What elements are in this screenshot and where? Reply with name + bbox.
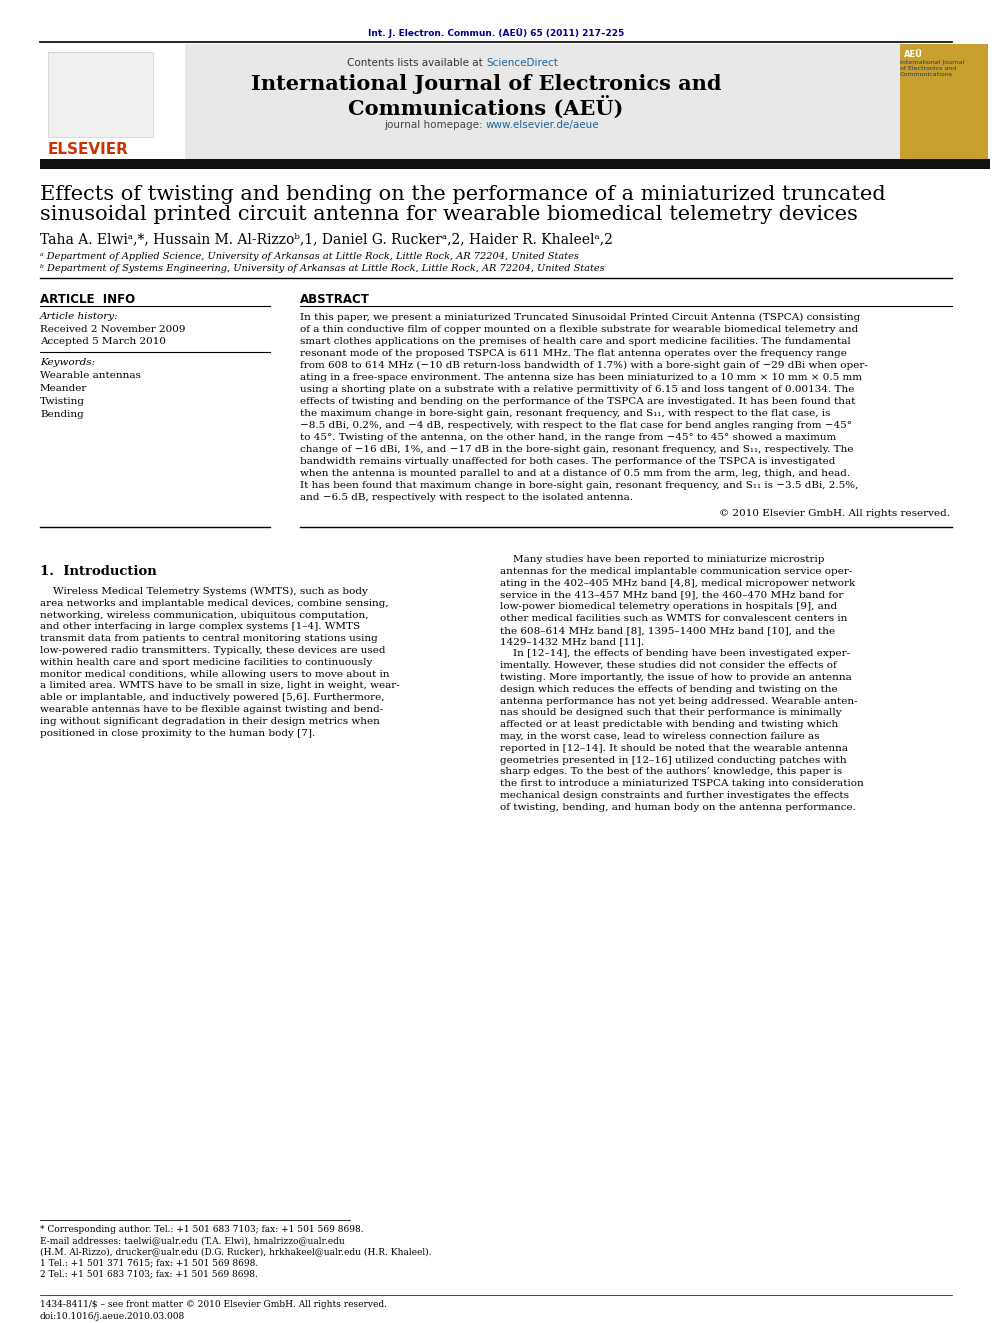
Text: the first to introduce a miniaturized TSPCA taking into consideration: the first to introduce a miniaturized TS… (500, 779, 864, 789)
Text: wearable antennas have to be flexible against twisting and bend-: wearable antennas have to be flexible ag… (40, 705, 383, 714)
Text: ing without significant degradation in their design metrics when: ing without significant degradation in t… (40, 717, 380, 726)
Text: In [12–14], the effects of bending have been investigated exper-: In [12–14], the effects of bending have … (500, 650, 850, 659)
Text: sharp edges. To the best of the authors’ knowledge, this paper is: sharp edges. To the best of the authors’… (500, 767, 842, 777)
Text: ScienceDirect: ScienceDirect (486, 58, 558, 67)
Text: sinusoidal printed circuit antenna for wearable biomedical telemetry devices: sinusoidal printed circuit antenna for w… (40, 205, 858, 224)
Text: other medical facilities such as WMTS for convalescent centers in: other medical facilities such as WMTS fo… (500, 614, 847, 623)
Text: reported in [12–14]. It should be noted that the wearable antenna: reported in [12–14]. It should be noted … (500, 744, 848, 753)
Text: of a thin conductive film of copper mounted on a flexible substrate for wearable: of a thin conductive film of copper moun… (300, 325, 858, 333)
Text: twisting. More importantly, the issue of how to provide an antenna: twisting. More importantly, the issue of… (500, 673, 852, 681)
Text: ARTICLE  INFO: ARTICLE INFO (40, 292, 135, 306)
Text: International Journal
of Electronics and
Communications: International Journal of Electronics and… (900, 60, 964, 78)
Text: transmit data from patients to central monitoring stations using: transmit data from patients to central m… (40, 634, 378, 643)
Text: effects of twisting and bending on the performance of the TSPCA are investigated: effects of twisting and bending on the p… (300, 397, 855, 406)
Text: area networks and implantable medical devices, combine sensing,: area networks and implantable medical de… (40, 599, 389, 607)
Text: from 608 to 614 MHz (−10 dB return-loss bandwidth of 1.7%) with a bore-sight gai: from 608 to 614 MHz (−10 dB return-loss … (300, 361, 868, 370)
Text: ELSEVIER: ELSEVIER (48, 142, 129, 157)
Text: ᵃ Department of Applied Science, University of Arkansas at Little Rock, Little R: ᵃ Department of Applied Science, Univers… (40, 251, 579, 261)
Text: positioned in close proximity to the human body [7].: positioned in close proximity to the hum… (40, 729, 315, 738)
Text: −8.5 dBi, 0.2%, and −4 dB, respectively, with respect to the flat case for bend : −8.5 dBi, 0.2%, and −4 dB, respectively,… (300, 421, 852, 430)
Text: low-power biomedical telemetry operations in hospitals [9], and: low-power biomedical telemetry operation… (500, 602, 837, 611)
Text: networking, wireless communication, ubiquitous computation,: networking, wireless communication, ubiq… (40, 611, 368, 619)
Text: able or implantable, and inductively powered [5,6]. Furthermore,: able or implantable, and inductively pow… (40, 693, 385, 703)
Text: geometries presented in [12–16] utilized conducting patches with: geometries presented in [12–16] utilized… (500, 755, 846, 765)
Text: Int. J. Electron. Commun. (AEÜ) 65 (2011) 217–225: Int. J. Electron. Commun. (AEÜ) 65 (2011… (368, 28, 624, 38)
Text: design which reduces the effects of bending and twisting on the: design which reduces the effects of bend… (500, 685, 837, 693)
Text: of twisting, bending, and human body on the antenna performance.: of twisting, bending, and human body on … (500, 803, 856, 812)
Text: monitor medical conditions, while allowing users to move about in: monitor medical conditions, while allowi… (40, 669, 390, 679)
Text: Bending: Bending (40, 410, 83, 419)
Text: journal homepage:: journal homepage: (384, 120, 486, 130)
Text: imentally. However, these studies did not consider the effects of: imentally. However, these studies did no… (500, 662, 836, 671)
Text: change of −16 dBi, 1%, and −17 dB in the bore-sight gain, resonant frequency, an: change of −16 dBi, 1%, and −17 dB in the… (300, 445, 853, 454)
Text: 2 Tel.: +1 501 683 7103; fax: +1 501 569 8698.: 2 Tel.: +1 501 683 7103; fax: +1 501 569… (40, 1269, 258, 1278)
Text: 1429–1432 MHz band [11].: 1429–1432 MHz band [11]. (500, 638, 644, 647)
Text: Many studies have been reported to miniaturize microstrip: Many studies have been reported to minia… (500, 556, 824, 564)
Text: the 608–614 MHz band [8], 1395–1400 MHz band [10], and the: the 608–614 MHz band [8], 1395–1400 MHz … (500, 626, 835, 635)
Bar (40, 44, 182, 159)
Text: In this paper, we present a miniaturized Truncated Sinusoidal Printed Circuit An: In this paper, we present a miniaturized… (300, 314, 860, 321)
Text: using a shorting plate on a substrate with a relative permittivity of 6.15 and l: using a shorting plate on a substrate wi… (300, 385, 854, 394)
Text: and other interfacing in large complex systems [1–4]. WMTS: and other interfacing in large complex s… (40, 622, 360, 631)
Bar (900, 44, 988, 159)
Text: ating in a free-space environment. The antenna size has been miniaturized to a 1: ating in a free-space environment. The a… (300, 373, 862, 382)
Text: E-mail addresses: taelwi@ualr.edu (T.A. Elwi), hmalrizzo@ualr.edu: E-mail addresses: taelwi@ualr.edu (T.A. … (40, 1236, 345, 1245)
Text: Taha A. Elwiᵃ,*, Hussain M. Al-Rizzoᵇ,1, Daniel G. Ruckerᵃ,2, Haider R. Khaleelᵃ: Taha A. Elwiᵃ,*, Hussain M. Al-Rizzoᵇ,1,… (40, 232, 613, 246)
Bar (48, 52, 153, 138)
Text: Effects of twisting and bending on the performance of a miniaturized truncated: Effects of twisting and bending on the p… (40, 185, 886, 204)
Text: ating in the 402–405 MHz band [4,8], medical micropower network: ating in the 402–405 MHz band [4,8], med… (500, 578, 855, 587)
Text: * Corresponding author. Tel.: +1 501 683 7103; fax: +1 501 569 8698.: * Corresponding author. Tel.: +1 501 683… (40, 1225, 364, 1234)
Text: nas should be designed such that their performance is minimally: nas should be designed such that their p… (500, 708, 841, 717)
Text: (H.M. Al-Rizzo), drucker@ualr.edu (D.G. Rucker), hrkhakeel@ualr.edu (H.R. Khalee: (H.M. Al-Rizzo), drucker@ualr.edu (D.G. … (40, 1248, 432, 1256)
Text: Received 2 November 2009: Received 2 November 2009 (40, 325, 186, 333)
Text: Accepted 5 March 2010: Accepted 5 March 2010 (40, 337, 166, 347)
Text: 1.  Introduction: 1. Introduction (40, 565, 157, 578)
Text: Twisting: Twisting (40, 397, 85, 406)
Text: within health care and sport medicine facilities to continuously: within health care and sport medicine fa… (40, 658, 372, 667)
Text: when the antenna is mounted parallel to and at a distance of 0.5 mm from the arm: when the antenna is mounted parallel to … (300, 468, 850, 478)
Text: © 2010 Elsevier GmbH. All rights reserved.: © 2010 Elsevier GmbH. All rights reserve… (719, 509, 950, 519)
Text: bandwidth remains virtually unaffected for both cases. The performance of the TS: bandwidth remains virtually unaffected f… (300, 456, 835, 466)
Text: Meander: Meander (40, 384, 87, 393)
Text: www.elsevier.de/aeue: www.elsevier.de/aeue (486, 120, 599, 130)
Text: ᵇ Department of Systems Engineering, University of Arkansas at Little Rock, Litt: ᵇ Department of Systems Engineering, Uni… (40, 265, 605, 273)
Text: smart clothes applications on the premises of health care and sport medicine fac: smart clothes applications on the premis… (300, 337, 851, 347)
Text: Wireless Medical Telemetry Systems (WMTS), such as body: Wireless Medical Telemetry Systems (WMTS… (40, 587, 368, 597)
Text: Communications (AEÜ): Communications (AEÜ) (348, 97, 624, 120)
Text: a limited area. WMTS have to be small in size, light in weight, wear-: a limited area. WMTS have to be small in… (40, 681, 400, 691)
Text: Keywords:: Keywords: (40, 359, 95, 366)
Text: to 45°. Twisting of the antenna, on the other hand, in the range from −45° to 45: to 45°. Twisting of the antenna, on the … (300, 433, 836, 442)
Text: antenna performance has not yet being addressed. Wearable anten-: antenna performance has not yet being ad… (500, 697, 858, 705)
Text: Article history:: Article history: (40, 312, 119, 321)
Text: Wearable antennas: Wearable antennas (40, 370, 141, 380)
Text: and −6.5 dB, respectively with respect to the isolated antenna.: and −6.5 dB, respectively with respect t… (300, 493, 633, 501)
Text: mechanical design constraints and further investigates the effects: mechanical design constraints and furthe… (500, 791, 849, 800)
Bar (40, 159, 990, 169)
Text: doi:10.1016/j.aeue.2010.03.008: doi:10.1016/j.aeue.2010.03.008 (40, 1312, 186, 1320)
Text: 1434-8411/$ – see front matter © 2010 Elsevier GmbH. All rights reserved.: 1434-8411/$ – see front matter © 2010 El… (40, 1301, 387, 1308)
Text: antennas for the medical implantable communication service oper-: antennas for the medical implantable com… (500, 566, 852, 576)
Text: AEÜ: AEÜ (904, 50, 923, 60)
Text: low-powered radio transmitters. Typically, these devices are used: low-powered radio transmitters. Typicall… (40, 646, 386, 655)
Text: resonant mode of the proposed TSPCA is 611 MHz. The flat antenna operates over t: resonant mode of the proposed TSPCA is 6… (300, 349, 847, 359)
Text: 1 Tel.: +1 501 371 7615; fax: +1 501 569 8698.: 1 Tel.: +1 501 371 7615; fax: +1 501 569… (40, 1258, 258, 1267)
Text: ABSTRACT: ABSTRACT (300, 292, 370, 306)
Bar (900, 44, 988, 159)
Text: service in the 413–457 MHz band [9], the 460–470 MHz band for: service in the 413–457 MHz band [9], the… (500, 590, 843, 599)
Text: may, in the worst case, lead to wireless connection failure as: may, in the worst case, lead to wireless… (500, 732, 819, 741)
Text: Contents lists available at: Contents lists available at (347, 58, 486, 67)
Text: affected or at least predictable with bending and twisting which: affected or at least predictable with be… (500, 720, 838, 729)
Bar (185, 44, 900, 159)
Text: It has been found that maximum change in bore-sight gain, resonant frequency, an: It has been found that maximum change in… (300, 482, 858, 490)
Text: the maximum change in bore-sight gain, resonant frequency, and S₁₁, with respect: the maximum change in bore-sight gain, r… (300, 409, 830, 418)
Text: International Journal of Electronics and: International Journal of Electronics and (251, 74, 721, 94)
